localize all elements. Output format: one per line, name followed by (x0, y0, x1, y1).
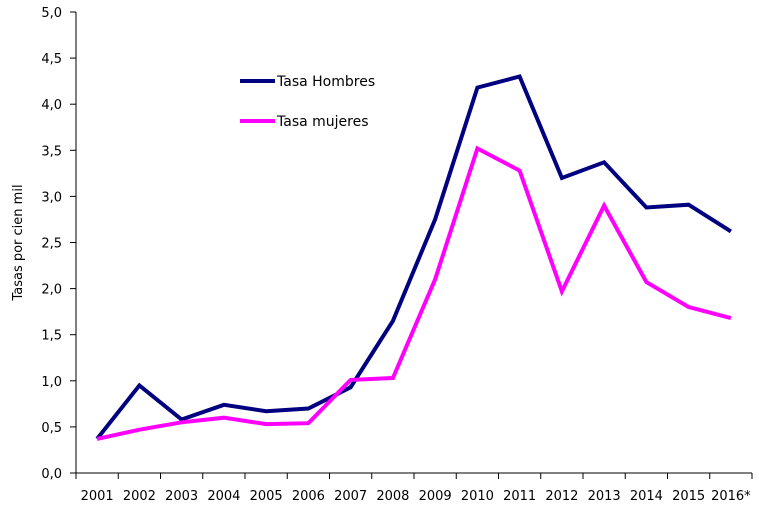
y-tick-label: 3,0 (41, 190, 62, 205)
x-tick-label: 2005 (250, 489, 283, 504)
x-tick-label: 2015 (672, 489, 705, 504)
x-tick-label: 2016* (711, 489, 751, 504)
series-layer (95, 74, 732, 441)
y-axis-ticks: 0,0 0,5 1,0 1,5 2,0 2,5 3,0 3,5 4,0 4,5 5,0 (41, 6, 76, 482)
y-axis-title: Tasas por cien mil (11, 184, 26, 301)
legend: Tasa Hombres Tasa mujeres (240, 74, 375, 130)
y-tick-label: 3,5 (41, 144, 62, 159)
y-tick-label: 0,5 (41, 421, 62, 436)
y-tick-label: 2,5 (41, 237, 62, 252)
x-tick-label: 2003 (165, 489, 198, 504)
y-tick-label: 5,0 (41, 6, 62, 21)
x-tick-label: 2004 (207, 489, 240, 504)
y-tick-label: 1,0 (41, 375, 62, 390)
x-tick-label: 2002 (123, 489, 156, 504)
x-tick-label: 2010 (461, 489, 494, 504)
y-tick-label: 4,5 (41, 52, 62, 67)
x-tick-label: 2007 (334, 489, 367, 504)
y-tick-label: 4,0 (41, 98, 62, 113)
y-tick-label: 1,5 (41, 329, 62, 344)
legend-label: Tasa Hombres (276, 74, 375, 90)
x-tick-label: 2014 (630, 489, 663, 504)
x-tick-label: 2009 (419, 489, 452, 504)
x-tick-label: 2008 (376, 489, 409, 504)
y-tick-label: 0,0 (41, 467, 62, 482)
x-tick-label: 2012 (545, 489, 578, 504)
series-line-2 (96, 145, 732, 441)
x-tick-label: 2006 (292, 489, 325, 504)
x-tick-label: 2013 (588, 489, 621, 504)
x-tick-label: 2001 (81, 489, 114, 504)
series-line-1 (95, 74, 732, 441)
x-axis-ticks: 2001 2002 2003 2004 2005 2006 2007 2008 2009 2010… (75, 473, 753, 504)
legend-label: Tasa mujeres (276, 114, 369, 130)
x-tick-label: 2011 (503, 489, 536, 504)
y-tick-label: 2,0 (41, 283, 62, 298)
